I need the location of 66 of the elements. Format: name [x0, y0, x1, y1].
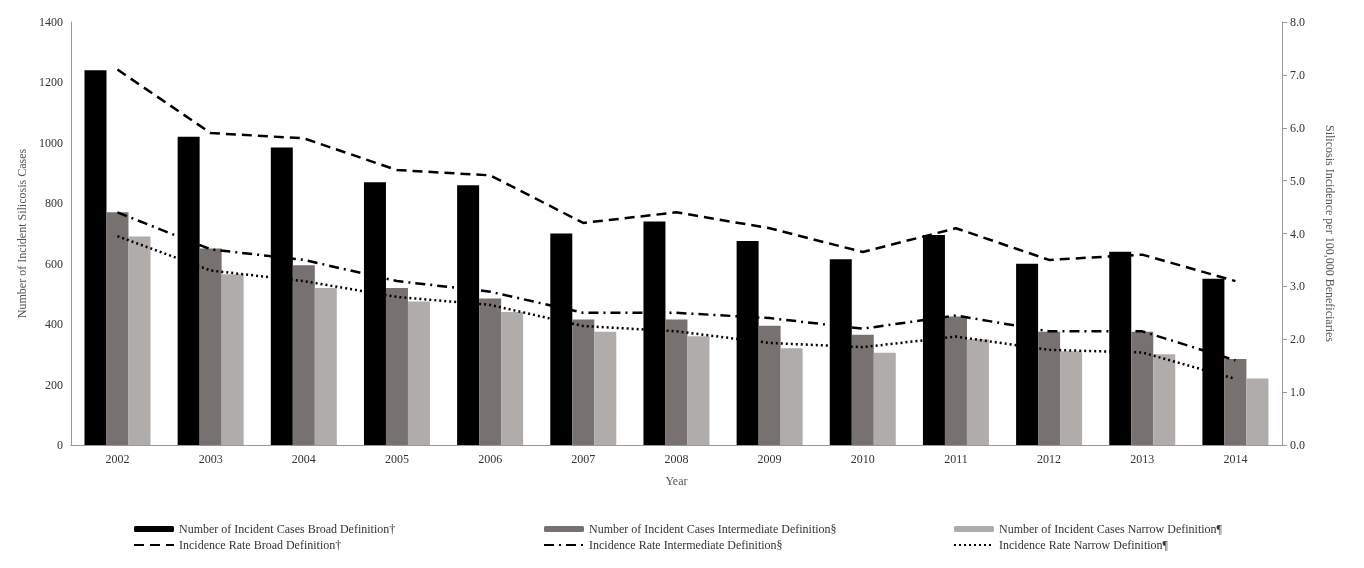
y-tick-label: 200 — [44, 377, 63, 392]
y-tick-label: 1200 — [38, 75, 63, 90]
y2-tick-label: 3.0 — [1290, 279, 1305, 294]
bar — [1038, 331, 1061, 445]
x-tick-label: 2011 — [944, 452, 968, 466]
x-tick-label: 2014 — [1223, 452, 1248, 466]
y2-tick-label: 4.0 — [1290, 226, 1305, 241]
bar — [479, 298, 502, 445]
bar — [873, 352, 896, 445]
x-tick-label: 2010 — [850, 452, 875, 466]
x-tick-label: 2004 — [291, 452, 316, 466]
y2-tick-label: 2.0 — [1290, 332, 1305, 347]
bar — [128, 236, 151, 445]
y-tick-label: 0 — [56, 438, 63, 452]
x-tick-label: 2012 — [1037, 452, 1062, 466]
bar — [501, 312, 524, 445]
legend-label: Number of Incident Cases Narrow Definition¶ — [999, 522, 1223, 536]
x-axis-title: Year — [665, 474, 688, 488]
bar — [84, 70, 107, 445]
y2-axis-title: Silicosis Incidence per 100,000 Beneficiaries — [1323, 125, 1337, 343]
legend-label: Number of Incident Cases Broad Definition† — [179, 522, 396, 536]
bar — [944, 316, 967, 445]
legend-label: Incidence Rate Intermediate Definition§ — [589, 538, 783, 552]
y2-tick-label: 5.0 — [1290, 173, 1305, 188]
y-tick-label: 600 — [44, 256, 63, 271]
bar — [966, 339, 989, 445]
x-tick-label: 2005 — [384, 452, 409, 466]
bar — [758, 325, 781, 445]
x-tick-label: 2002 — [105, 452, 130, 466]
x-tick-label: 2003 — [198, 452, 223, 466]
y2-tick-label: 8.0 — [1290, 15, 1305, 29]
y2-tick-label: 7.0 — [1290, 67, 1305, 82]
bar — [1153, 354, 1176, 445]
bar — [221, 274, 244, 445]
bar — [199, 248, 222, 445]
y-axis-title: Number of Incident Silicosis Cases — [15, 148, 29, 319]
bar — [106, 212, 129, 445]
bar — [1224, 358, 1247, 445]
bar — [687, 336, 710, 445]
bar — [594, 331, 617, 445]
x-tick-label: 2009 — [757, 452, 782, 466]
bar — [572, 319, 595, 445]
bar — [1246, 378, 1269, 445]
bar — [292, 265, 315, 445]
bar — [851, 334, 874, 445]
y-tick-label: 800 — [44, 196, 63, 211]
y2-tick-label: 6.0 — [1290, 120, 1305, 135]
x-tick-label: 2013 — [1130, 452, 1155, 466]
bar — [1060, 351, 1083, 445]
x-tick-label: 2008 — [664, 452, 689, 466]
y-tick-label: 400 — [44, 317, 63, 332]
bar — [407, 301, 430, 445]
x-tick-label: 2007 — [571, 452, 596, 466]
legend-label: Number of Incident Cases Intermediate Definition§ — [589, 522, 837, 536]
legend-label: Incidence Rate Narrow Definition¶ — [999, 538, 1169, 552]
bar — [314, 287, 337, 445]
y-tick-label: 1400 — [38, 15, 63, 29]
x-tick-label: 2006 — [478, 452, 503, 466]
bar — [1131, 331, 1154, 445]
bar — [385, 287, 408, 445]
legend-label: Incidence Rate Broad Definition† — [179, 538, 342, 552]
y2-tick-label: 0.0 — [1290, 438, 1305, 452]
bar — [780, 348, 803, 445]
y-tick-label: 1000 — [38, 135, 63, 150]
bar — [665, 319, 688, 445]
y2-tick-label: 1.0 — [1290, 385, 1305, 400]
